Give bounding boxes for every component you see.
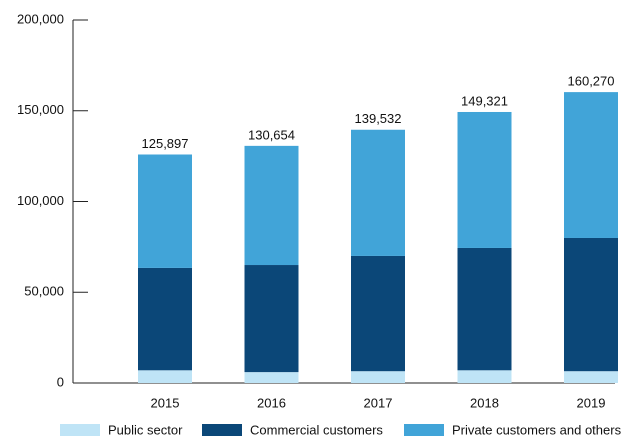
bar-segment [138, 154, 192, 268]
total-label: 160,270 [568, 74, 615, 89]
bar-segment [351, 371, 405, 383]
bar-segment [244, 265, 299, 373]
x-tick-label: 2015 [151, 395, 180, 410]
total-label: 130,654 [248, 127, 295, 142]
bar-segment [244, 372, 299, 383]
x-tick-label: 2018 [470, 395, 499, 410]
total-label: 139,532 [355, 111, 402, 126]
y-tick-label: 200,000 [17, 11, 64, 26]
bar-segment [138, 267, 192, 371]
bar-segment [244, 145, 299, 266]
bar-segment [457, 111, 512, 248]
bar-segment [457, 247, 512, 371]
legend-label: Public sector [108, 422, 183, 437]
y-tick-label: 50,000 [24, 284, 64, 299]
y-tick-label: 150,000 [17, 102, 64, 117]
bar-segment [564, 237, 618, 372]
total-label: 149,321 [461, 93, 508, 108]
x-tick-label: 2017 [364, 395, 393, 410]
bar-segment [138, 370, 192, 383]
bar-segment [564, 371, 618, 383]
legend-swatch [60, 424, 100, 436]
bar-segment [564, 92, 618, 238]
legend-swatch [202, 424, 242, 436]
bar-segment [351, 255, 405, 372]
bar-segment [351, 129, 405, 256]
total-label: 125,897 [142, 136, 189, 151]
legend-swatch [404, 424, 444, 436]
legend-label: Private customers and others [452, 422, 622, 437]
x-tick-label: 2019 [577, 395, 606, 410]
x-tick-label: 2016 [257, 395, 286, 410]
legend-label: Commercial customers [250, 422, 383, 437]
y-tick-label: 100,000 [17, 193, 64, 208]
y-tick-label: 0 [57, 374, 64, 389]
bar-segment [457, 370, 512, 383]
